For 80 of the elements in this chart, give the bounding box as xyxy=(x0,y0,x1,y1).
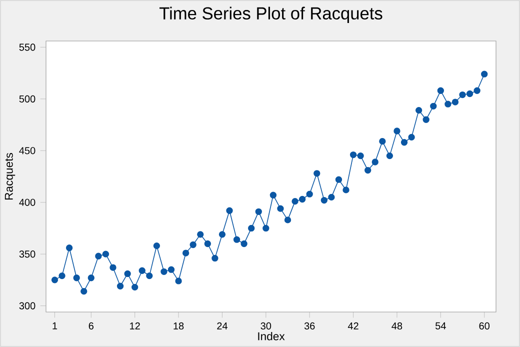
point xyxy=(422,116,430,123)
point xyxy=(335,176,342,183)
point xyxy=(364,166,372,174)
point xyxy=(255,208,262,215)
point xyxy=(116,282,124,290)
point xyxy=(51,276,58,284)
point xyxy=(197,231,204,238)
point xyxy=(298,196,306,203)
point xyxy=(168,266,175,273)
point xyxy=(138,267,146,274)
point xyxy=(110,264,116,271)
x-tick-label: 42 xyxy=(348,322,358,330)
y-tick-label: 550 xyxy=(19,44,36,51)
point xyxy=(481,70,488,78)
point xyxy=(80,288,88,295)
point xyxy=(437,87,444,94)
point xyxy=(320,196,328,204)
chart-title: Time Series Plot of Racquets xyxy=(159,6,382,23)
x-tick-label: 12 xyxy=(130,322,140,330)
x-tick-label: 36 xyxy=(304,322,315,330)
point xyxy=(160,268,168,275)
point xyxy=(233,236,240,243)
x-tick-label: 6 xyxy=(88,322,94,330)
x-tick-label: 60 xyxy=(479,322,490,330)
point xyxy=(415,106,422,114)
y-tick-label: 450 xyxy=(19,147,36,154)
point xyxy=(190,241,196,248)
point xyxy=(350,151,357,158)
point xyxy=(248,224,255,232)
x-tick-label: 30 xyxy=(260,322,272,330)
point xyxy=(342,186,350,194)
y-tick-label: 300 xyxy=(19,302,36,310)
x-tick-label: 24 xyxy=(217,322,228,330)
point xyxy=(146,272,153,280)
point xyxy=(292,198,298,205)
point xyxy=(270,192,277,198)
point xyxy=(95,252,102,260)
point xyxy=(226,207,233,214)
x-tick-label: 18 xyxy=(174,322,184,330)
point xyxy=(328,194,335,201)
point xyxy=(386,152,394,160)
point xyxy=(204,240,211,248)
point xyxy=(357,152,364,160)
point xyxy=(306,190,313,198)
point xyxy=(262,224,270,232)
point xyxy=(459,91,466,98)
point xyxy=(314,170,320,177)
point xyxy=(58,272,66,280)
y-tick-label: 350 xyxy=(19,250,36,258)
point xyxy=(66,244,73,252)
x-tick-label: 1 xyxy=(52,322,58,330)
x-tick-label: 48 xyxy=(392,322,402,330)
point xyxy=(379,138,386,145)
point xyxy=(277,205,284,212)
point xyxy=(474,87,480,94)
point xyxy=(182,250,190,256)
point xyxy=(212,254,218,262)
point xyxy=(452,98,459,106)
y-axis-title: Racquets xyxy=(4,152,16,200)
point xyxy=(466,90,474,98)
point xyxy=(153,242,160,250)
point xyxy=(73,274,80,282)
point xyxy=(408,134,415,141)
point xyxy=(240,240,248,248)
point xyxy=(218,231,226,238)
x-tick-label: 54 xyxy=(436,322,446,330)
point xyxy=(444,100,452,108)
point xyxy=(430,102,437,110)
point xyxy=(175,278,182,284)
point xyxy=(372,158,378,166)
point xyxy=(102,250,110,258)
point xyxy=(284,216,292,224)
point xyxy=(394,128,400,134)
x-axis-title: Index xyxy=(258,332,285,340)
y-tick-label: 400 xyxy=(19,198,36,206)
point xyxy=(400,139,408,146)
point xyxy=(132,284,138,291)
point xyxy=(124,270,131,278)
point xyxy=(88,274,94,282)
y-tick-label: 500 xyxy=(19,95,36,102)
